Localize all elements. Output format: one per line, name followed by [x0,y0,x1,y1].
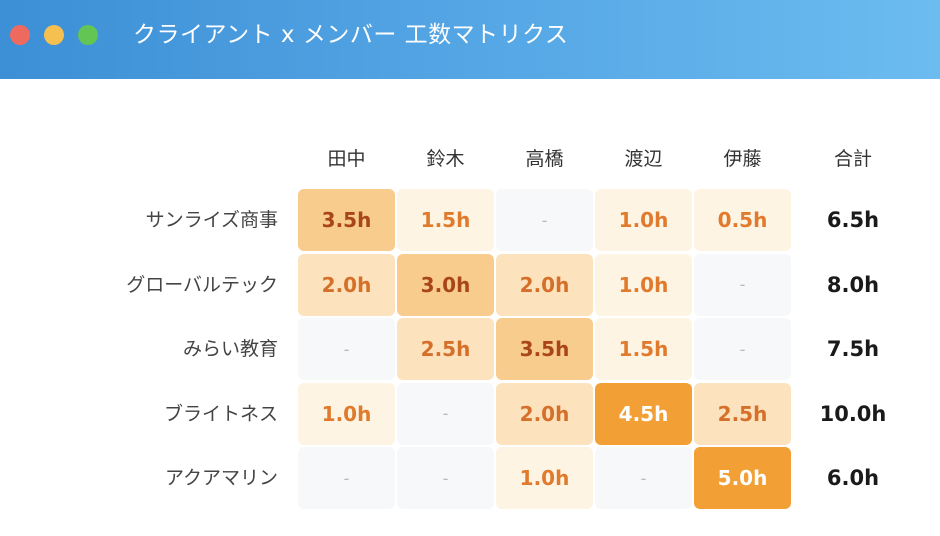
row-label-client: グローバルテック [126,273,278,296]
window-title: クライアント x メンバー 工数マトリクス [133,22,569,48]
matrix-cell[interactable]: - [595,447,692,509]
row-label-client: みらい教育 [182,338,278,360]
row-total: 10.0h [819,401,887,426]
matrix-cell[interactable]: 2.0h [298,253,395,316]
row-total: 8.0h [826,272,880,297]
matrix-cell[interactable]: - [694,318,791,380]
close-window-button[interactable] [10,25,30,45]
matrix-cell[interactable]: 1.0h [496,447,593,509]
column-header-member: 伊藤 [723,148,762,170]
matrix-cell[interactable]: - [298,318,395,380]
matrix-cell[interactable]: 2.0h [496,382,593,445]
matrix-cell[interactable]: 3.5h [496,318,593,380]
matrix-cell[interactable]: 1.0h [595,189,692,251]
matrix-cell[interactable]: 1.0h [595,253,692,316]
column-header-member: 高橋 [525,148,564,170]
row-total: 6.5h [826,208,880,232]
matrix-cell[interactable]: 4.5h [595,382,692,445]
matrix-cell[interactable]: 0.5h [694,189,791,251]
matrix-cell[interactable]: 1.0h [298,382,395,445]
window-titlebar: クライアント x メンバー 工数マトリクス [0,0,940,79]
column-header-member: 渡辺 [624,148,663,170]
row-label-client: アクアマリン [164,467,278,489]
row-label-client: ブライトネス [163,402,278,425]
row-total: 7.5h [826,337,880,361]
matrix-cell[interactable]: - [298,447,395,509]
matrix-cell[interactable]: 5.0h [694,447,791,509]
matrix-cell[interactable]: 3.0h [397,253,494,316]
column-header-member: 鈴木 [426,148,465,170]
row-total: 6.0h [826,466,880,490]
matrix-cell[interactable]: 2.5h [694,382,791,445]
matrix-cell[interactable]: 1.5h [595,318,692,380]
matrix-cell[interactable]: 2.0h [496,253,593,316]
column-header-member: 田中 [327,148,366,170]
matrix-cell[interactable]: 3.5h [298,189,395,251]
maximize-window-button[interactable] [78,25,98,45]
matrix-cell[interactable]: - [694,253,791,316]
minimize-window-button[interactable] [44,25,64,45]
matrix-cell[interactable]: - [496,189,593,251]
matrix-cell[interactable]: - [397,447,494,509]
matrix-cell[interactable]: - [397,382,494,445]
row-label-client: サンライズ商事 [145,209,278,231]
column-header-total: 合計 [833,148,872,170]
matrix-cell[interactable]: 1.5h [397,189,494,251]
matrix-cell[interactable]: 2.5h [397,318,494,380]
